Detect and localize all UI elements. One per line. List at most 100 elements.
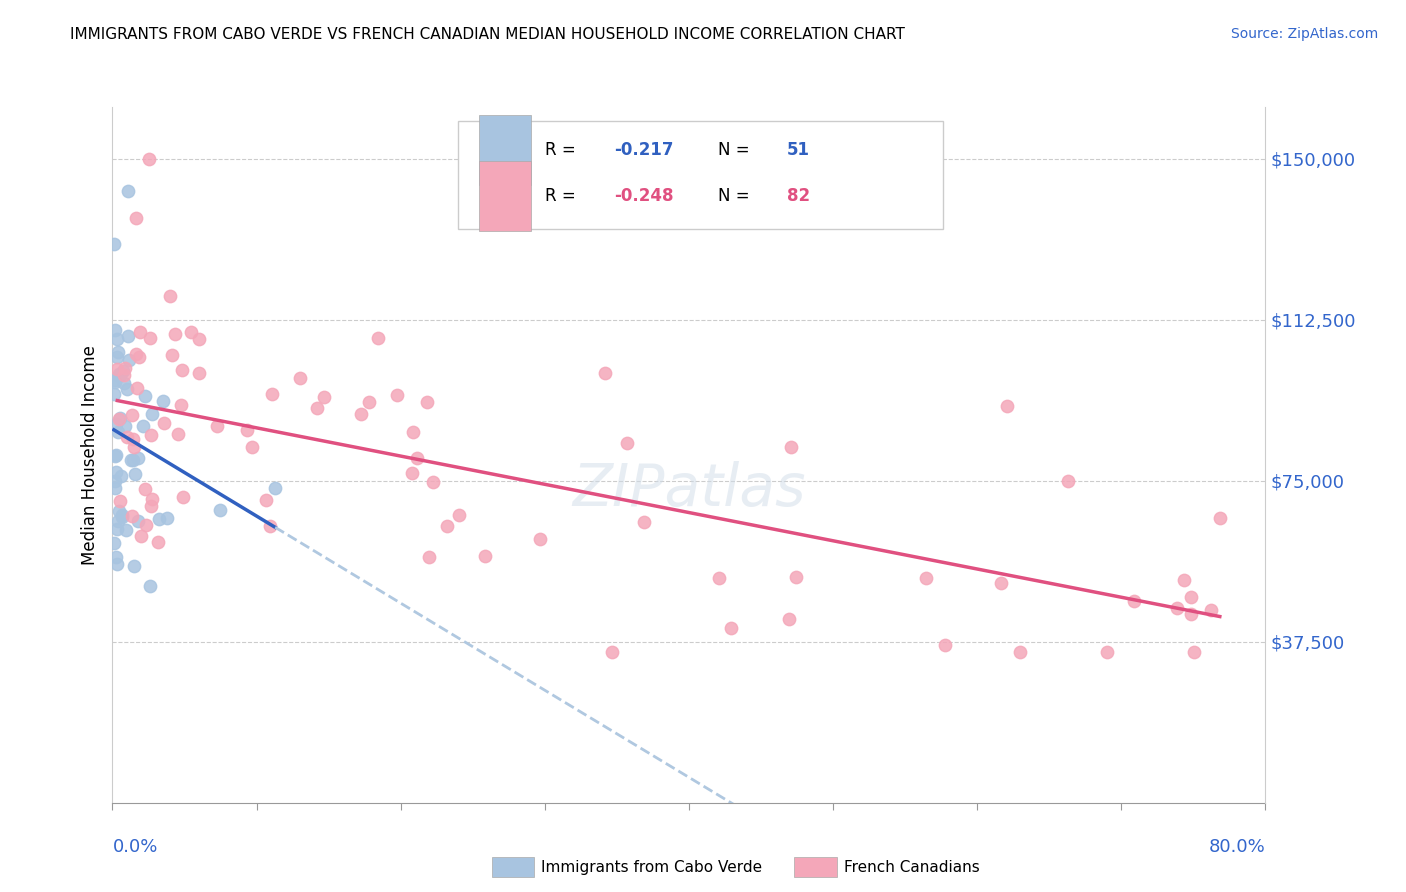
Point [139, 331, 162, 345]
Point [1182, 645, 1205, 659]
Point [114, 360, 136, 375]
Point [260, 387, 283, 401]
Point [1057, 474, 1080, 488]
Point [1199, 603, 1222, 617]
FancyBboxPatch shape [479, 161, 531, 231]
Point [105, 350, 128, 364]
Point [156, 510, 179, 524]
Point [141, 499, 163, 513]
Point [616, 436, 638, 450]
Point [720, 621, 742, 635]
Point [785, 570, 807, 584]
Point [108, 504, 131, 518]
Point [1095, 645, 1118, 659]
Point [159, 289, 181, 303]
Point [107, 425, 129, 439]
Point [117, 353, 139, 368]
Point [115, 523, 138, 537]
Point [170, 363, 193, 377]
Point [1122, 594, 1144, 608]
Point [934, 638, 956, 652]
Point [312, 390, 335, 404]
Point [108, 412, 131, 426]
Point [131, 529, 153, 543]
Point [152, 393, 174, 408]
Point [1209, 511, 1232, 525]
Point [169, 398, 191, 412]
Point [115, 382, 138, 396]
Point [103, 536, 125, 550]
Point [112, 368, 135, 382]
Point [474, 549, 496, 564]
Point [167, 426, 190, 441]
Text: N =: N = [717, 141, 755, 159]
Point [127, 450, 149, 465]
Point [180, 326, 202, 340]
Point [779, 440, 801, 454]
Point [153, 416, 176, 430]
Point [112, 376, 135, 390]
Point [117, 184, 139, 198]
Point [350, 407, 373, 421]
Point [108, 368, 131, 383]
Point [111, 510, 134, 524]
Point [114, 418, 136, 433]
Point [124, 346, 146, 360]
Point [188, 332, 211, 346]
Point [436, 519, 458, 533]
Point [105, 522, 128, 536]
Point [134, 482, 156, 496]
Point [357, 395, 380, 409]
Point [128, 325, 150, 339]
Text: Source: ZipAtlas.com: Source: ZipAtlas.com [1230, 27, 1378, 41]
Point [105, 448, 128, 462]
Text: -0.248: -0.248 [614, 187, 673, 205]
Point [110, 468, 132, 483]
Point [122, 453, 145, 467]
Point [146, 535, 169, 549]
Point [401, 466, 423, 480]
Point [1010, 645, 1032, 659]
Point [387, 388, 409, 402]
Point [259, 518, 281, 533]
Y-axis label: Median Household Income: Median Household Income [80, 345, 98, 565]
Point [141, 492, 163, 507]
Point [188, 367, 211, 381]
Point [595, 367, 617, 381]
Point [138, 152, 160, 166]
Point [105, 558, 128, 572]
Point [205, 419, 228, 434]
Point [107, 344, 129, 359]
Point [633, 516, 655, 530]
Text: 82: 82 [787, 187, 810, 205]
Point [127, 381, 149, 395]
Point [107, 514, 129, 528]
Point [115, 430, 138, 444]
Point [105, 332, 128, 346]
Point [208, 503, 231, 517]
Point [264, 482, 287, 496]
Text: 80.0%: 80.0% [1209, 838, 1265, 856]
Point [447, 508, 470, 523]
Text: N =: N = [717, 187, 755, 205]
Text: 0.0%: 0.0% [112, 838, 157, 856]
Point [305, 401, 328, 415]
Point [103, 237, 125, 252]
Text: French Canadians: French Canadians [844, 860, 980, 874]
Point [529, 532, 551, 546]
Point [128, 514, 150, 528]
Point [111, 364, 134, 378]
Point [1173, 574, 1195, 588]
Text: 51: 51 [787, 141, 810, 159]
Point [990, 575, 1012, 590]
Point [128, 350, 150, 364]
Point [1180, 607, 1202, 622]
Point [107, 367, 129, 381]
Point [406, 450, 429, 465]
Point [288, 371, 311, 385]
Text: -0.217: -0.217 [614, 141, 673, 159]
Point [110, 411, 132, 425]
Text: R =: R = [544, 187, 581, 205]
FancyBboxPatch shape [479, 115, 531, 185]
Point [139, 579, 162, 593]
